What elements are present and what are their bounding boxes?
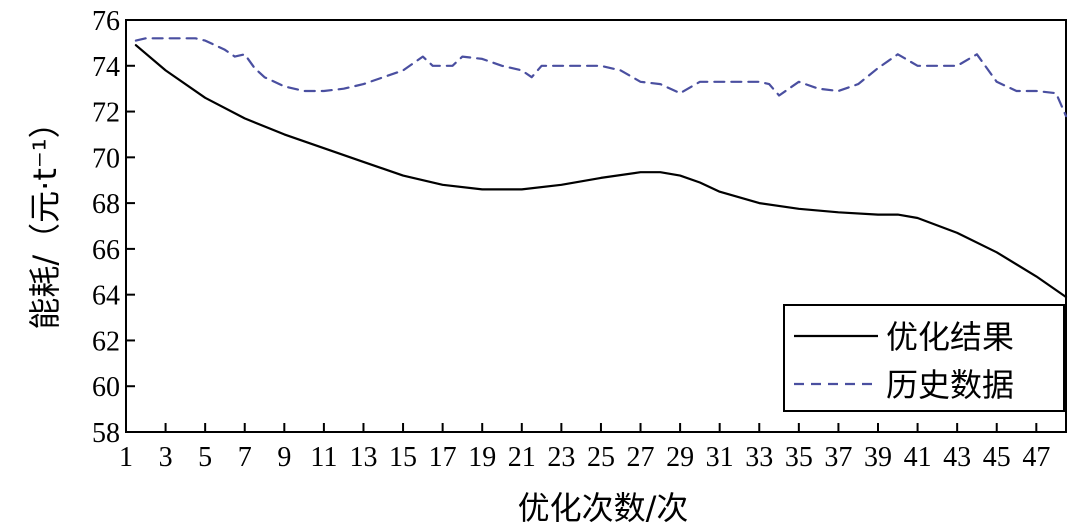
x-tick-label: 45 [983,442,1011,473]
y-tick-label: 68 [92,189,120,220]
x-axis: 1 3 5 7 9 11 13 15 17 19 21 23 25 27 29 31 33 35 37 39 41 43 4… [119,423,1050,473]
x-axis-title: 优化次数/次 [518,489,689,527]
y-tick-label: 62 [92,326,120,357]
y-tick-label: 76 [92,6,120,37]
y-tick-label: 70 [92,143,120,174]
x-tick-label: 35 [785,442,813,473]
x-tick-label: 25 [587,442,615,473]
x-tick-label: 41 [904,442,932,473]
y-tick-label: 64 [92,281,120,312]
x-tick-label: 43 [943,442,971,473]
series-line-1 [134,37,1068,118]
legend-label-optimized: 优化结果 [886,318,1014,356]
x-tick-label: 3 [159,442,173,473]
x-tick-label: 1 [119,442,133,473]
legend: 优化结果 历史数据 [783,304,1065,412]
y-tick-label: 60 [92,372,120,403]
y-tick-label: 66 [92,235,120,266]
plot-area [125,19,1067,433]
x-tick-label: 11 [310,442,337,473]
x-tick-label: 37 [824,442,852,473]
y-axis-title: 能耗/（元·t⁻¹） [26,106,64,329]
x-tick-label: 13 [349,442,377,473]
x-tick-label: 29 [666,442,694,473]
x-tick-label: 15 [389,442,417,473]
x-tick-label: 23 [547,442,575,473]
legend-label-historical: 历史数据 [886,366,1014,404]
plot-frame [125,19,1067,433]
x-tick-label: 47 [1022,442,1050,473]
x-tick-label: 7 [238,442,252,473]
x-tick-label: 21 [508,442,536,473]
x-tick-label: 31 [706,442,734,473]
x-tick-label: 17 [429,442,457,473]
legend-box [783,304,1065,412]
series-line-0 [134,44,1068,299]
x-tick-label: 33 [745,442,773,473]
y-tick-label: 74 [92,52,120,83]
y-tick-label: 58 [92,418,120,449]
y-axis: 58 60 62 64 66 68 70 72 74 76 [92,6,135,449]
y-tick-label: 72 [92,98,120,129]
x-tick-label: 27 [627,442,655,473]
x-tick-label: 19 [468,442,496,473]
x-tick-label: 5 [198,442,212,473]
x-tick-label: 9 [277,442,291,473]
series-layer [134,37,1068,299]
x-tick-label: 39 [864,442,892,473]
